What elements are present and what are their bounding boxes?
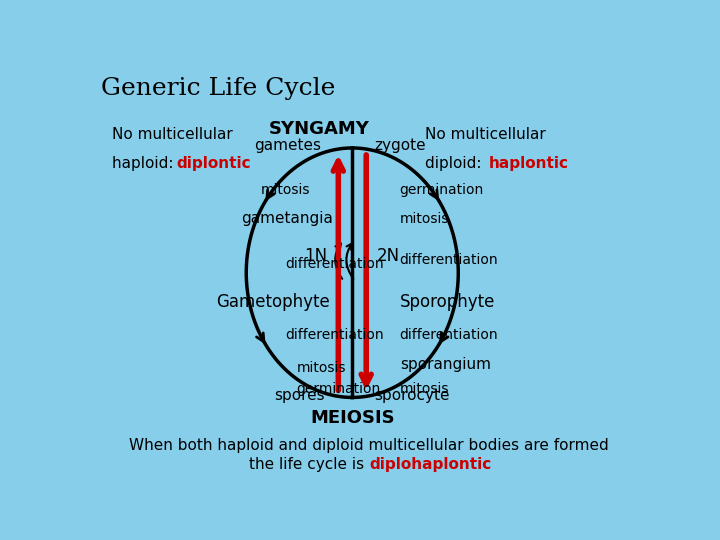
Text: mitosis: mitosis [297,361,346,375]
Text: sporangium: sporangium [400,357,491,372]
Text: Generic Life Cycle: Generic Life Cycle [101,77,336,100]
Text: gametes: gametes [255,138,322,153]
Text: mitosis: mitosis [261,183,310,197]
Text: Sporophyte: Sporophyte [400,293,495,311]
Text: sporocyte: sporocyte [374,388,450,403]
Text: germination: germination [400,183,484,197]
Text: diplohaplontic: diplohaplontic [369,457,491,472]
Text: zygote: zygote [374,138,426,153]
Text: differentiation: differentiation [400,253,498,267]
Text: differentiation: differentiation [285,328,384,342]
Text: diploid:: diploid: [425,156,486,171]
Text: SYNGAMY: SYNGAMY [269,120,369,138]
Text: differentiation: differentiation [285,258,384,272]
Text: mitosis: mitosis [400,212,449,226]
Text: haploid:: haploid: [112,156,179,171]
Text: differentiation: differentiation [400,328,498,342]
Text: gametangia: gametangia [241,211,333,226]
Text: No multicellular: No multicellular [112,127,233,142]
Text: spores: spores [274,388,324,403]
Text: 1N: 1N [305,247,328,265]
Text: Gametophyte: Gametophyte [216,293,330,311]
Text: the life cycle is: the life cycle is [249,457,369,472]
Text: 2N: 2N [377,247,400,265]
Text: germination: germination [297,382,381,396]
Text: haplontic: haplontic [489,156,569,171]
Text: mitosis: mitosis [400,382,449,396]
Text: When both haploid and diploid multicellular bodies are formed: When both haploid and diploid multicellu… [129,438,609,453]
Text: MEIOSIS: MEIOSIS [310,409,395,427]
Text: diplontic: diplontic [176,156,251,171]
Text: No multicellular: No multicellular [425,127,546,142]
